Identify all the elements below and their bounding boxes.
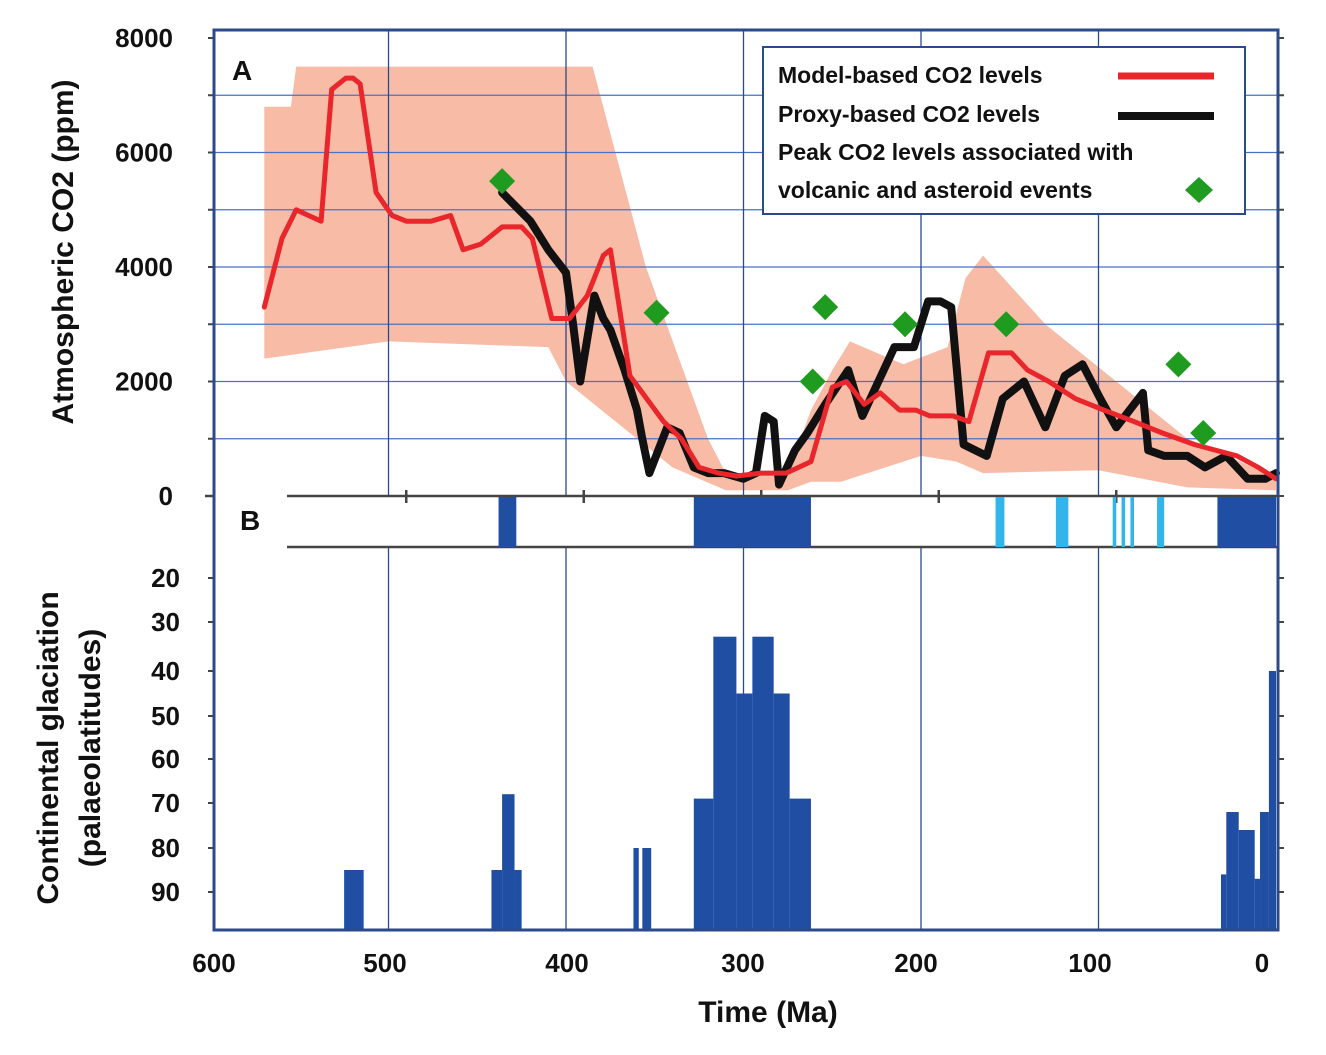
glaciation-bar-3 bbox=[514, 870, 522, 930]
peak-event-marker-7 bbox=[1190, 420, 1217, 447]
glaciation-bar-10 bbox=[773, 693, 790, 930]
glaciation-band-0 bbox=[498, 497, 517, 547]
glaciation-band-1 bbox=[693, 497, 811, 547]
panel-b-label: B bbox=[240, 505, 260, 536]
y-tick-label-co2-2000: 2000 bbox=[115, 367, 173, 397]
glaciation-band-4 bbox=[1112, 497, 1117, 547]
glaciation-band-8 bbox=[1217, 497, 1276, 547]
legend-label-peak-line1: Peak CO2 levels associated with bbox=[778, 139, 1133, 165]
glaciation-bar-7 bbox=[713, 636, 737, 930]
y-axis-title-glaciation-line1: Continental glaciation bbox=[32, 591, 65, 904]
glaciation-bar-6 bbox=[693, 798, 714, 930]
peak-event-marker-4 bbox=[892, 311, 919, 338]
x-tick-label-200: 200 bbox=[894, 948, 937, 978]
y-tick-label-lat-60: 60 bbox=[151, 744, 180, 774]
peak-event-marker-6 bbox=[1165, 351, 1192, 378]
panel-a-label: A bbox=[232, 55, 252, 86]
y-tick-label-co2-6000: 6000 bbox=[115, 138, 173, 168]
glaciation-bar-15 bbox=[1254, 878, 1261, 930]
x-tick-label-600: 600 bbox=[192, 948, 235, 978]
x-tick-label-400: 400 bbox=[545, 948, 588, 978]
y-tick-label-lat-80: 80 bbox=[151, 833, 180, 863]
glaciation-bar-14 bbox=[1238, 830, 1255, 930]
glaciation-bar-1 bbox=[491, 870, 503, 930]
glaciation-bar-16 bbox=[1260, 812, 1269, 930]
peak-event-marker-1 bbox=[643, 299, 670, 326]
glaciation-bars-layer bbox=[208, 577, 1284, 930]
y-tick-label-co2-4000: 4000 bbox=[115, 252, 173, 282]
y-tick-labels: 0 2000 4000 6000 8000 20 30 40 50 60 70 80 90 bbox=[115, 23, 180, 907]
x-tick-label-500: 500 bbox=[363, 948, 406, 978]
legend-label-peak-line2: volcanic and asteroid events bbox=[778, 177, 1092, 203]
glaciation-bar-11 bbox=[789, 798, 811, 930]
x-tick-label-100: 100 bbox=[1068, 948, 1111, 978]
y-tick-label-lat-20: 20 bbox=[151, 563, 180, 593]
y-tick-label-lat-50: 50 bbox=[151, 701, 180, 731]
legend-label-proxy: Proxy-based CO2 levels bbox=[778, 101, 1040, 127]
peak-event-markers-layer bbox=[489, 168, 1217, 447]
y-tick-label-lat-30: 30 bbox=[151, 607, 180, 637]
glaciation-bar-13 bbox=[1226, 812, 1239, 930]
series-lines-layer bbox=[261, 75, 1280, 489]
peak-event-marker-5 bbox=[993, 311, 1020, 338]
glaciation-bar-9 bbox=[752, 636, 774, 930]
glaciation-band-5 bbox=[1121, 497, 1126, 547]
x-tick-labels: 600 500 400 300 200 100 0 bbox=[192, 948, 1269, 978]
y-tick-label-lat-90: 90 bbox=[151, 877, 180, 907]
legend: Model-based CO2 levels Proxy-based CO2 l… bbox=[762, 46, 1246, 215]
glaciation-band-6 bbox=[1130, 497, 1134, 547]
y-tick-label-lat-40: 40 bbox=[151, 656, 180, 686]
glaciation-bar-8 bbox=[736, 693, 753, 930]
glaciation-bar-17 bbox=[1268, 671, 1276, 930]
y-tick-label-co2-0: 0 bbox=[159, 481, 173, 511]
glaciation-bar-2 bbox=[502, 794, 515, 930]
glaciation-bar-0 bbox=[344, 870, 364, 930]
glaciation-bar-12 bbox=[1220, 874, 1227, 930]
peak-event-marker-2 bbox=[812, 294, 839, 321]
glaciation-bar-5 bbox=[642, 848, 652, 930]
x-tick-label-300: 300 bbox=[721, 948, 764, 978]
x-axis-title: Time (Ma) bbox=[698, 996, 837, 1029]
glaciation-band-2 bbox=[995, 497, 1005, 547]
y-axis-title-co2: Atmospheric CO2 (ppm) bbox=[47, 79, 80, 424]
glaciation-bar-4 bbox=[633, 848, 639, 930]
peak-event-marker-3 bbox=[799, 368, 826, 395]
legend-swatch-peak bbox=[1185, 177, 1213, 203]
y-axis-title-glaciation-line2: (palaeolatitudes) bbox=[74, 629, 107, 867]
legend-label-model: Model-based CO2 levels bbox=[778, 62, 1043, 88]
x-tick-label-0: 0 bbox=[1255, 948, 1269, 978]
glaciation-band-layer bbox=[205, 490, 1278, 549]
peak-event-marker-0 bbox=[489, 168, 516, 195]
y-tick-label-lat-70: 70 bbox=[151, 788, 180, 818]
series-line-model bbox=[261, 75, 1279, 482]
glaciation-band-3 bbox=[1055, 497, 1069, 547]
y-tick-label-co2-8000: 8000 bbox=[115, 23, 173, 53]
plot-frame bbox=[212, 28, 1280, 932]
glaciation-band-7 bbox=[1157, 497, 1165, 547]
